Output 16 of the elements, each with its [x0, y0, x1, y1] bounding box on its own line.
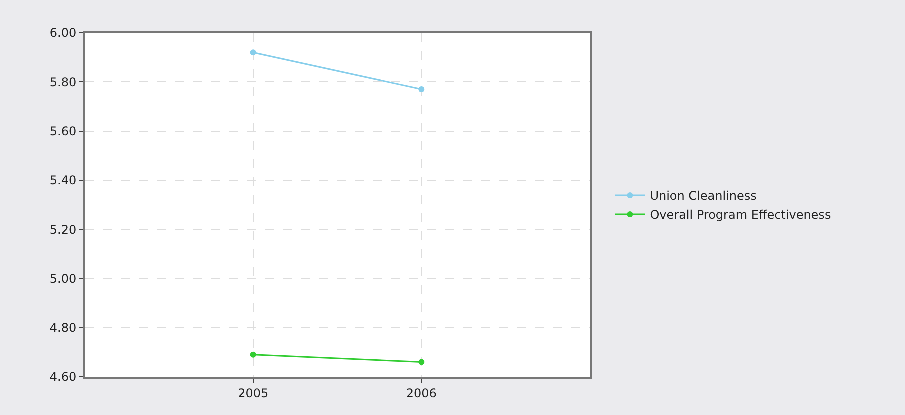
y-tick-label: 5.80	[50, 75, 77, 90]
x-tick-label: 2006	[406, 386, 437, 400]
y-tick-label: 5.20	[50, 222, 77, 237]
y-tick-label: 4.60	[50, 370, 77, 384]
y-tick-label: 6.00	[50, 26, 77, 40]
point	[418, 86, 425, 93]
point	[418, 359, 425, 366]
x-tick-label: 2005	[238, 386, 269, 400]
y-tick-label: 5.40	[50, 174, 77, 188]
y-tick-label: 5.60	[50, 124, 77, 138]
legend-label: Union Cleanliness	[650, 189, 757, 204]
y-tick-label: 4.80	[50, 321, 77, 336]
point	[250, 50, 256, 56]
y-tick-label: 5.00	[50, 272, 77, 286]
legend-label: Overall Program Effectiveness	[650, 208, 832, 222]
point	[250, 352, 256, 358]
